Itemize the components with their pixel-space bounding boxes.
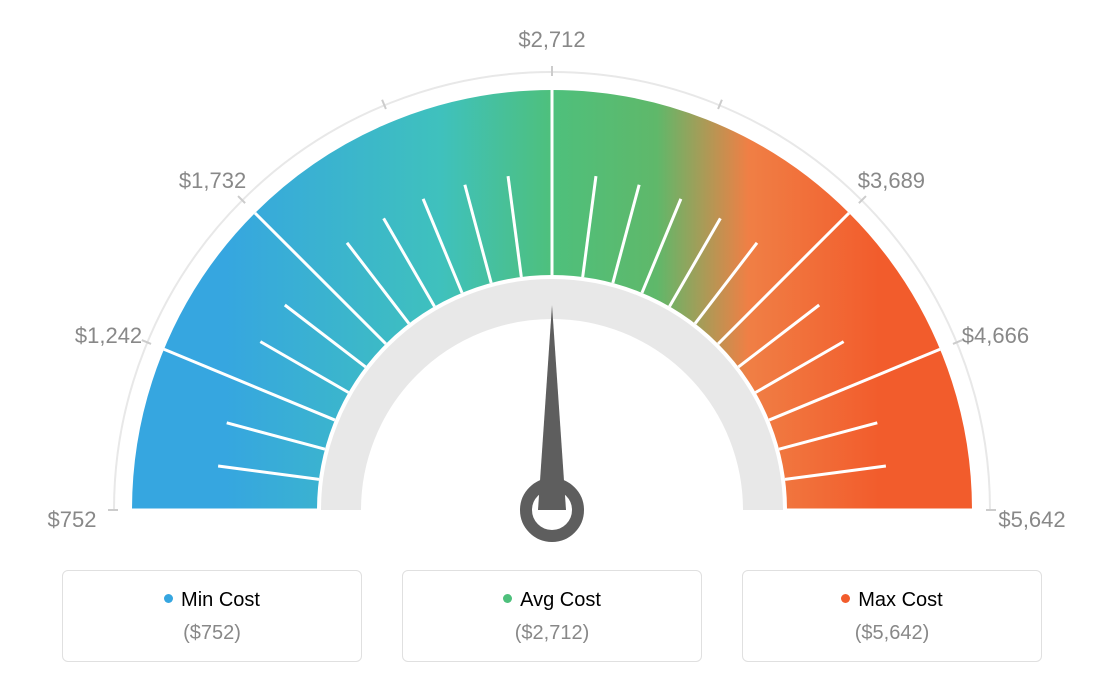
gauge-tick-label: $2,712 [518,27,585,53]
legend-label-min: Min Cost [181,589,260,611]
legend-value-avg: ($2,712) [403,622,701,645]
gauge-tick-label: $4,666 [962,323,1029,349]
legend-dot-avg [503,594,512,603]
legend-label-max: Max Cost [858,589,942,611]
legend-title-min: Min Cost [63,589,361,612]
gauge-tick-label: $5,642 [998,507,1065,533]
legend-row: Min Cost ($752) Avg Cost ($2,712) Max Co… [0,570,1104,662]
cost-gauge-widget: $752 $1,242 $1,732 $2,712 $3,689 $4,666 $5,642… [0,0,1104,690]
legend-title-max: Max Cost [743,589,1041,612]
gauge-chart: $752 $1,242 $1,732 $2,712 $3,689 $4,666 $5,642 [0,10,1104,570]
legend-card-avg: Avg Cost ($2,712) [402,570,702,662]
legend-title-avg: Avg Cost [403,589,701,612]
gauge-svg [52,10,1052,570]
legend-card-max: Max Cost ($5,642) [742,570,1042,662]
gauge-tick-label: $1,242 [75,323,142,349]
legend-dot-min [164,594,173,603]
legend-value-max: ($5,642) [743,622,1041,645]
legend-label-avg: Avg Cost [520,589,601,611]
legend-card-min: Min Cost ($752) [62,570,362,662]
legend-value-min: ($752) [63,622,361,645]
gauge-tick-label: $3,689 [858,168,925,194]
legend-dot-max [841,594,850,603]
gauge-tick-label: $752 [48,507,97,533]
gauge-tick-label: $1,732 [179,168,246,194]
